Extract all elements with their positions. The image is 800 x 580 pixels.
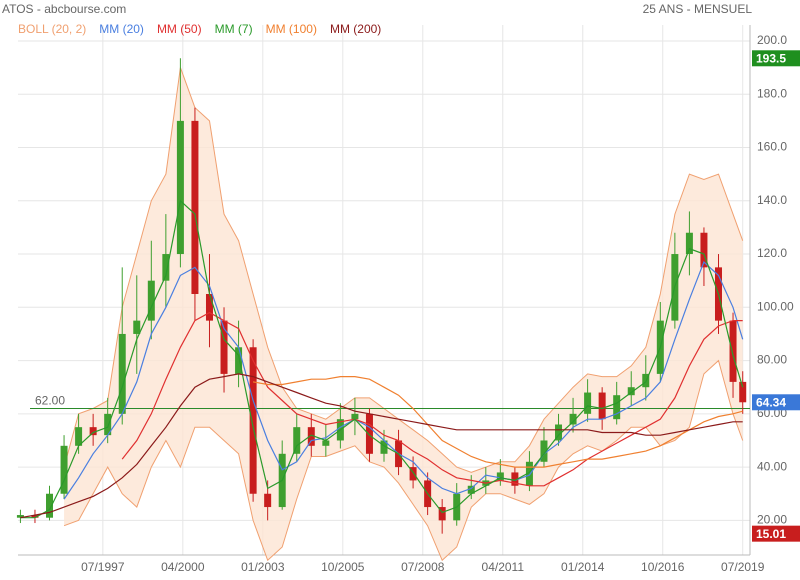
candle-body — [365, 413, 373, 454]
bollinger-line — [63, 67, 744, 473]
x-tick-label: 04/2000 — [161, 560, 205, 574]
candle-body — [162, 254, 170, 281]
candle-body — [133, 320, 141, 334]
x-tick-label: 07/2008 — [401, 560, 445, 574]
y-tick-label: 140.0 — [757, 193, 787, 207]
bollinger-line — [63, 359, 744, 562]
legend-entry: MM (50) — [157, 22, 202, 36]
price-tag — [752, 525, 800, 542]
candle-body — [118, 333, 126, 414]
candle-body — [75, 427, 83, 446]
candle-body — [729, 320, 737, 382]
candle-body — [60, 445, 68, 494]
candle-body — [685, 232, 693, 255]
candle-body — [31, 515, 39, 518]
candle-body — [627, 387, 635, 396]
y-tick-label: 80.00 — [757, 353, 787, 367]
candle-body — [555, 424, 563, 441]
candle-body — [264, 493, 272, 508]
x-tick-label: 10/2005 — [321, 560, 365, 574]
chart-subtitle: 25 ANS - MENSUEL — [643, 2, 753, 16]
price-tag-label: 64.34 — [756, 395, 786, 409]
candle-body — [598, 392, 606, 420]
candle-body — [511, 472, 519, 486]
candle-body — [16, 515, 24, 518]
legend-entry: MM (200) — [330, 22, 381, 36]
moving-average — [252, 376, 743, 468]
candle-body — [700, 232, 708, 268]
legend-entry: MM (100) — [266, 22, 317, 36]
candle-body — [46, 493, 54, 518]
y-tick-label: 120.0 — [757, 246, 787, 260]
candle-body — [104, 413, 112, 436]
y-tick-label: 40.00 — [757, 459, 787, 473]
candle-body — [351, 413, 359, 420]
chart-title: ATOS - abcbourse.com — [2, 2, 126, 16]
moving-average — [20, 199, 744, 519]
x-tick-label: 01/2014 — [561, 560, 605, 574]
moving-average — [121, 311, 743, 487]
legend-entry: BOLL (20, 2) — [18, 22, 86, 36]
candle-body — [496, 472, 504, 481]
candle-body — [409, 467, 417, 481]
candle-body — [249, 347, 257, 494]
moving-average — [20, 373, 743, 519]
price-tag — [752, 394, 800, 411]
candle-body — [540, 440, 548, 462]
moving-average — [63, 260, 744, 500]
bollinger-fill — [64, 67, 743, 561]
price-tag — [752, 50, 800, 67]
candle-body — [380, 440, 388, 454]
candle-body — [147, 280, 155, 321]
y-tick-label: 100.00 — [757, 299, 794, 313]
candle-body — [584, 392, 592, 414]
x-tick-label: 07/2019 — [721, 560, 765, 574]
candle-body — [322, 440, 330, 446]
candle-body — [220, 320, 228, 374]
candle-body — [307, 427, 315, 446]
candle-body — [467, 485, 475, 494]
legend-entry: MM (20) — [99, 22, 144, 36]
candle-body — [569, 413, 577, 425]
y-tick-label: 160.0 — [757, 140, 787, 154]
candle-body — [176, 120, 184, 255]
candle-body — [739, 381, 747, 403]
price-tag-label: 193.5 — [756, 51, 786, 65]
y-tick-label: 200.0 — [757, 33, 787, 47]
candle-body — [613, 395, 621, 420]
x-tick-label: 10/2016 — [641, 560, 685, 574]
y-tick-label: 180.0 — [757, 86, 787, 100]
candle-body — [89, 427, 97, 436]
candle-body — [205, 293, 213, 321]
candle-body — [235, 347, 243, 374]
y-tick-label: 20.00 — [757, 513, 787, 527]
level-label: 62.00 — [35, 394, 65, 408]
x-tick-label: 07/1997 — [81, 560, 125, 574]
candle-body — [293, 427, 301, 454]
candle-body — [191, 120, 199, 294]
candle-body — [438, 507, 446, 521]
candle-body — [525, 461, 533, 486]
x-tick-label: 04/2011 — [482, 560, 525, 574]
legend-entry: MM (7) — [215, 22, 253, 36]
price-tag-label: 15.01 — [756, 527, 786, 541]
x-tick-label: 01/2003 — [241, 560, 285, 574]
